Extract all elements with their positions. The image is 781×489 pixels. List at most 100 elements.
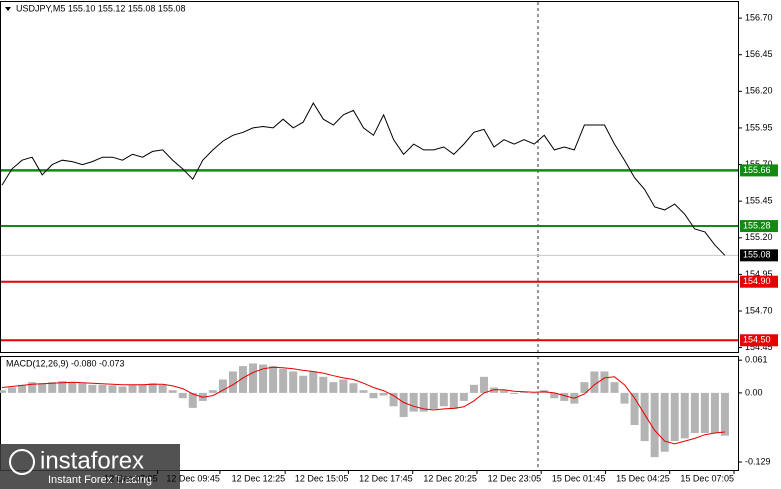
macd-bar xyxy=(108,385,117,393)
chart-title: USDJPY,M5 155.10 155.12 155.08 155.08 xyxy=(16,3,185,13)
level-label: 155.28 xyxy=(743,220,771,230)
x-tick-label: 15 Dec 01:45 xyxy=(552,473,606,483)
x-tick-label: 15 Dec 04:25 xyxy=(616,473,670,483)
macd-bar xyxy=(369,392,378,399)
macd-bar xyxy=(409,392,418,412)
macd-bar xyxy=(178,392,187,399)
macd-bar xyxy=(238,366,247,393)
macd-bar xyxy=(399,392,408,417)
last-price-bg xyxy=(740,249,778,262)
macd-bar xyxy=(148,383,157,393)
macd-bar xyxy=(339,379,348,393)
logo-icon xyxy=(9,449,35,475)
price-layer xyxy=(1,101,738,342)
y-tick-label: 155.70 xyxy=(745,159,773,169)
macd-bar xyxy=(680,392,689,439)
y-tick-label: -0.129 xyxy=(745,456,771,466)
level-label: 154.90 xyxy=(743,276,771,286)
y-tick-label: 156.45 xyxy=(745,49,773,59)
price-line xyxy=(1,101,726,256)
logo-bg xyxy=(0,444,180,489)
macd-bar xyxy=(78,383,87,393)
level-label-bg xyxy=(740,220,778,233)
y-tick-label: 155.95 xyxy=(745,122,773,132)
tagline: Instant Forex Trading xyxy=(48,474,152,486)
macd-bar xyxy=(269,366,278,393)
macd-bar xyxy=(600,371,609,393)
y-tick-label: 154.45 xyxy=(745,342,773,352)
signal-line xyxy=(1,366,725,445)
macd-bar xyxy=(429,392,438,409)
macd-bar xyxy=(249,363,258,393)
macd-bar xyxy=(389,392,398,407)
x-tick-label: 12 Dec 15:05 xyxy=(295,473,349,483)
macd-bar xyxy=(710,392,719,434)
macd-bar xyxy=(550,392,559,399)
macd-bar xyxy=(670,392,679,442)
level-label-bg xyxy=(740,275,778,288)
macd-bar xyxy=(640,392,649,442)
price-panel xyxy=(0,1,739,353)
macd-bar xyxy=(469,384,478,393)
y-tick-label: 0.061 xyxy=(745,355,768,365)
macd-bar xyxy=(359,390,368,393)
macd-title: MACD(12,26,9) -0.080 -0.073 xyxy=(6,358,125,368)
macd-bar xyxy=(530,392,539,394)
macd-bar xyxy=(208,390,217,393)
macd-bar xyxy=(379,392,388,396)
macd-bar xyxy=(168,390,177,393)
y-tick-label: 154.70 xyxy=(745,305,773,315)
macd-bar xyxy=(459,392,468,401)
macd-bar xyxy=(720,392,729,436)
x-tick-label: 12 Dec 09:45 xyxy=(166,473,220,483)
macd-bar xyxy=(28,382,37,393)
y-tick-label: 156.20 xyxy=(745,86,773,96)
macd-bar xyxy=(479,376,488,393)
level-label-bg xyxy=(740,334,778,347)
y-tick-label: 155.45 xyxy=(745,196,773,206)
macd-bar xyxy=(128,384,137,393)
macd-bar xyxy=(228,371,237,393)
macd-bar xyxy=(650,392,659,458)
macd-bar xyxy=(309,371,318,393)
macd-bar xyxy=(610,382,619,393)
macd-layer xyxy=(0,363,729,458)
x-tick-label: 12 Dec 07:05 xyxy=(104,473,158,483)
brand: instaforex xyxy=(40,447,144,474)
macd-bar xyxy=(510,392,519,394)
macd-bar xyxy=(158,384,167,393)
macd-bar xyxy=(560,392,569,401)
macd-bar xyxy=(349,383,358,393)
macd-bar xyxy=(630,392,639,426)
macd-bar xyxy=(299,375,308,393)
macd-bar xyxy=(319,376,328,393)
macd-bar xyxy=(48,382,57,393)
x-tick-label: 12 Dec 20:25 xyxy=(423,473,477,483)
x-tick-label: 12 Dec 23:05 xyxy=(488,473,542,483)
level-label: 154.50 xyxy=(743,335,771,345)
macd-bar xyxy=(188,392,197,408)
level-label-bg xyxy=(740,164,778,177)
macd-bar xyxy=(289,371,298,393)
macd-bar xyxy=(0,390,7,393)
macd-bar xyxy=(690,392,699,434)
macd-bar xyxy=(38,383,47,393)
macd-bar xyxy=(259,364,268,393)
macd-bar xyxy=(118,386,127,393)
macd-bar xyxy=(18,384,27,393)
macd-bar xyxy=(660,392,669,452)
last-price-label: 155.08 xyxy=(743,250,771,260)
y-tick-label: 156.70 xyxy=(745,12,773,22)
macd-bar xyxy=(449,392,458,409)
macd-bar xyxy=(700,392,709,434)
macd-bar xyxy=(218,379,227,393)
x-tick-label: 12 Dec 17:45 xyxy=(359,473,413,483)
macd-bar xyxy=(329,382,338,393)
y-tick-label: 0.00 xyxy=(745,387,763,397)
macd-bar xyxy=(419,392,428,412)
level-label: 155.66 xyxy=(743,165,771,175)
macd-bar xyxy=(68,382,77,393)
macd-bar xyxy=(590,371,599,393)
x-tick-label: 12 Dec 12:25 xyxy=(232,473,286,483)
